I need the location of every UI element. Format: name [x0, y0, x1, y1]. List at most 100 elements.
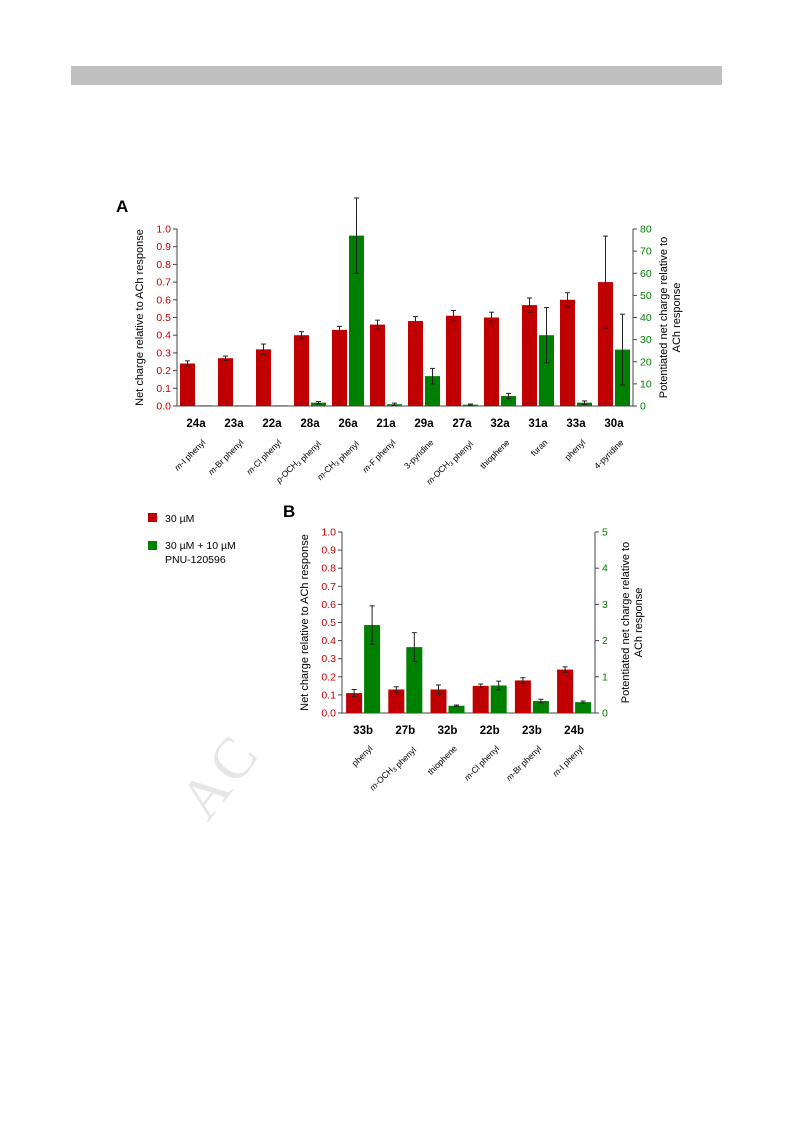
- panel-a-right-tick-label: 20: [640, 356, 652, 368]
- panel-a-bar-red: [560, 299, 575, 406]
- panel-a-right-tick-label: 0: [640, 401, 646, 413]
- panel-a-category-label: 32a: [490, 418, 510, 430]
- legend-label-red: 30 µM: [165, 513, 194, 525]
- panel-b-right-tick-label: 0: [602, 708, 608, 720]
- panel-b-left-tick-label: 0.8: [321, 563, 336, 575]
- panel-a-substituent-label: 4-pyridine: [592, 437, 626, 471]
- panel-a-bar-red: [294, 335, 309, 406]
- panel-a-bar-green: [539, 335, 554, 406]
- panel-b-substituent-label: thiophene: [425, 743, 459, 777]
- panel-b-bar-green: [575, 702, 592, 713]
- panel-b-substituent-label: phenyl: [350, 743, 375, 768]
- panel-b-right-tick-label: 3: [602, 599, 608, 611]
- panel-a-category-label: 30a: [604, 418, 624, 430]
- panel-b-bar-green: [490, 685, 507, 713]
- panel-b-right-tick-label: 4: [602, 563, 608, 575]
- panel-b-category-label: 22b: [480, 725, 500, 737]
- panel-b-right-tick-label: 1: [602, 671, 608, 683]
- panel-b-category-label: 27b: [395, 725, 415, 737]
- panel-b-substituent-label: m-Br phenyl: [504, 743, 544, 783]
- panel-a-left-axis-title: Net charge relative to ACh response: [134, 229, 146, 406]
- panel-a-category-label: 24a: [186, 418, 206, 430]
- panel-b-bar-green: [532, 701, 549, 713]
- panel-a-bar-red: [522, 305, 537, 406]
- legend-swatch-green: [148, 541, 157, 550]
- panel-a-left-tick-label: 0.3: [156, 347, 171, 359]
- panel-a-substituent-label: 3-pyridine: [402, 437, 436, 471]
- chart-panel-b: 0.0 0.1 0.2 0.3 0.4 0.5 0.6 0.7 0.8 0.9 1.0 0 1 2 3 4 5 N…: [299, 527, 645, 794]
- panel-a-bar-red: [598, 282, 613, 406]
- panel-a-bar-red: [218, 358, 233, 406]
- panel-a-left-tick-label: 0.7: [156, 277, 171, 289]
- panel-b-left-axis-title: Net charge relative to ACh response: [299, 534, 311, 711]
- panel-a-right-tick-label: 80: [640, 224, 652, 236]
- panel-b-category-label: 23b: [522, 725, 542, 737]
- panel-a-left-tick-label: 0.8: [156, 259, 171, 271]
- panel-a-substituent-label: m-CH3 phenyl: [315, 437, 361, 483]
- panel-b-bar-red: [430, 689, 447, 713]
- panel-b-left-tick-label: 0.5: [321, 617, 336, 629]
- panel-a-category-label: 23a: [224, 418, 244, 430]
- panel-a-right-axis-title: ACh response: [671, 283, 683, 353]
- panel-a-category-label: 33a: [566, 418, 586, 430]
- legend-label-green-line2: PNU-120596: [165, 554, 226, 566]
- panel-a-right-tick-label: 40: [640, 312, 652, 324]
- panel-b-right-axis-title: Potentiated net charge relative to: [620, 542, 632, 703]
- panel-a-bar-green: [273, 405, 288, 406]
- panel-b-bar-red: [388, 689, 405, 713]
- panel-a-bar-red: [180, 363, 195, 406]
- panel-b-left-tick-label: 0.2: [321, 671, 336, 683]
- panel-a-left-tick-label: 0.2: [156, 365, 171, 377]
- panel-b-right-axis-title: ACh response: [633, 588, 645, 658]
- panel-b-bar-green: [364, 625, 381, 713]
- panel-a-category-label: 27a: [452, 418, 472, 430]
- panel-a-left-tick-label: 1.0: [156, 224, 171, 236]
- panel-b-bar-red: [346, 693, 363, 713]
- panel-a-substituent-label: m-I phenyl: [172, 437, 207, 472]
- panel-a-left-tick-label: 0.4: [156, 330, 171, 342]
- panel-a-category-label: 21a: [376, 418, 396, 430]
- panel-a-left-tick-label: 0.9: [156, 241, 171, 253]
- panel-a-bar-green: [235, 405, 250, 406]
- panel-b-left-tick-label: 0.1: [321, 689, 336, 701]
- panel-a-left-tick-label: 0.5: [156, 312, 171, 324]
- panel-a-bar-red: [484, 317, 499, 406]
- panel-a-right-tick-label: 10: [640, 378, 652, 390]
- panel-a-substituent-label: m-Br phenyl: [206, 437, 246, 477]
- panel-b-bar-red: [472, 685, 489, 713]
- panel-a-right-axis-title: Potentiated net charge relative to: [658, 237, 670, 398]
- panel-b-category-label: 33b: [353, 725, 373, 737]
- panel-a-bar-green: [349, 235, 364, 406]
- panel-a-category-label: 26a: [338, 418, 358, 430]
- chart-panel-a: 0.0 0.1 0.2 0.3 0.4 0.5 0.6 0.7 0.8 0.9 1.0 0 10 20 30…: [134, 197, 683, 487]
- panel-b-right-tick-label: 5: [602, 527, 608, 539]
- panel-label-a: A: [116, 197, 128, 216]
- panel-b-right-tick-label: 2: [602, 635, 608, 647]
- panel-b-substituent-label: m-Cl phenyl: [462, 743, 501, 782]
- panel-b-left-tick-label: 0.9: [321, 545, 336, 557]
- panel-a-left-tick-label: 0.0: [156, 401, 171, 413]
- panel-b-bar-red: [557, 669, 574, 713]
- panel-a-bar-green: [425, 376, 440, 406]
- panel-b-left-tick-label: 0.7: [321, 581, 336, 593]
- legend-swatch-red: [148, 513, 157, 522]
- panel-b-left-tick-label: 0.3: [321, 653, 336, 665]
- panel-a-substituent-label: m-Cl phenyl: [244, 437, 283, 476]
- panel-a-bar-red: [408, 321, 423, 406]
- panel-b-bar-green: [448, 705, 465, 713]
- panel-a-substituent-label: furan: [529, 437, 550, 458]
- panel-a-right-tick-label: 50: [640, 290, 652, 302]
- panel-b-left-tick-label: 0.4: [321, 635, 336, 647]
- panel-label-b: B: [283, 502, 295, 521]
- panel-a-bar-red: [446, 315, 461, 406]
- panel-a-substituent-label: phenyl: [563, 437, 588, 462]
- panel-a-category-label: 31a: [528, 418, 548, 430]
- panel-b-substituent-label: m-OCH3 phenyl: [367, 743, 418, 794]
- panel-a-bar-red: [370, 324, 385, 406]
- panel-a-bar-green: [197, 405, 212, 406]
- panel-b-left-tick-label: 0.6: [321, 599, 336, 611]
- panel-b-category-label: 24b: [564, 725, 584, 737]
- panel-b-substituent-label: m-I phenyl: [550, 743, 585, 778]
- panel-b-left-tick-label: 0.0: [321, 708, 336, 720]
